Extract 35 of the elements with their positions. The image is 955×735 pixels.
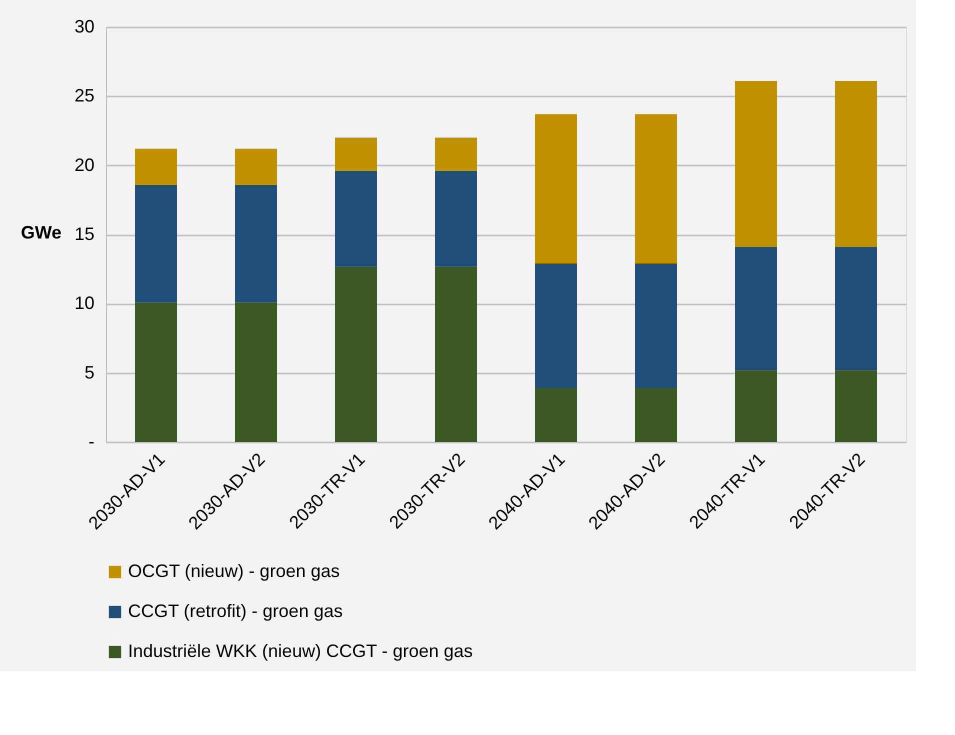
bar [435,138,477,171]
y-tick-label: 10 [74,293,94,314]
bar [335,170,377,266]
bar [635,264,677,388]
bar [535,114,577,264]
bar [735,370,777,442]
legend-label: CCGT (retrofit) - groen gas [128,601,343,621]
bar [335,266,377,442]
y-axis-title: GWe [20,222,62,242]
bar [835,246,877,370]
bar [835,80,877,247]
y-tick-label: 25 [74,86,94,106]
bar [735,246,777,370]
bar [135,148,177,185]
bar [835,370,877,442]
y-tick-label: 5 [84,362,94,382]
bar [235,148,277,185]
y-tick-label: 20 [74,154,94,175]
bar [635,114,677,264]
y-tick-label: 30 [74,16,94,36]
bar [135,184,177,302]
bar [435,266,477,442]
bar [235,184,277,302]
legend-label: Industriële WKK (nieuw) CCGT - groen gas [128,641,473,661]
bar [335,138,377,171]
legend-label: OCGT (nieuw) - groen gas [128,561,340,581]
bar [135,302,177,442]
y-tick-label: - [88,432,94,452]
bar [235,302,277,442]
bar [635,388,677,442]
bar [535,388,577,442]
bar [535,264,577,388]
y-tick-label: 15 [74,224,94,244]
bar [435,170,477,266]
bar [735,80,777,247]
